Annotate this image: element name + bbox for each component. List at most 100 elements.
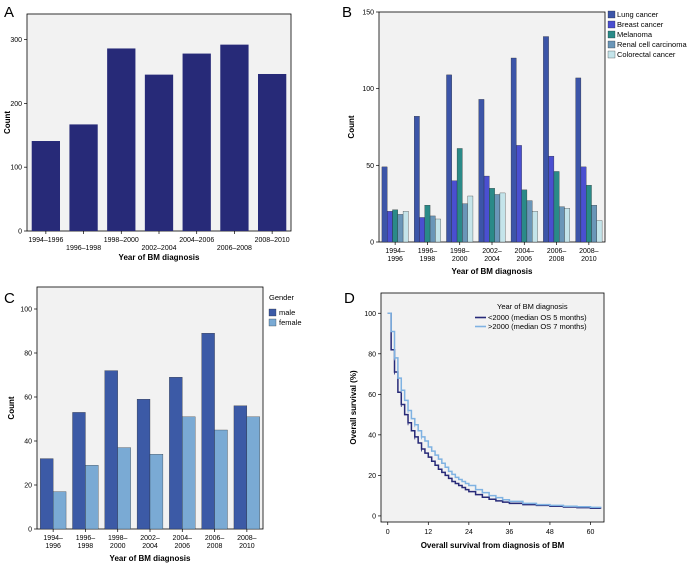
y-tick-label: 0 [18, 229, 22, 236]
y-axis-label: Count [347, 115, 356, 138]
panel-label-a: A [4, 4, 14, 21]
bar-lung-cancer [510, 57, 517, 243]
bar-melanoma [553, 171, 560, 243]
x-tick-label: 1998–2000 [104, 237, 139, 244]
x-axis-label: Year of BM diagnosis [119, 253, 200, 262]
bar-male [40, 458, 54, 530]
x-tick-label: 48 [546, 529, 554, 536]
bar-renal-cell-carcinoma [462, 203, 468, 243]
y-tick-label: 200 [10, 101, 22, 108]
bar-melanoma [586, 185, 592, 243]
km-curve-after-2000 [387, 312, 602, 509]
bar-colorectal-cancer [467, 195, 474, 243]
y-tick-label: 0 [28, 527, 32, 534]
x-tick-label: 2006–2008 [547, 248, 567, 263]
x-tick-label: 2008–2010 [579, 248, 599, 263]
x-axis-label: Year of BM diagnosis [110, 554, 191, 563]
y-axis-label: Overall survival (%) [349, 370, 358, 445]
legend-swatch [607, 20, 616, 29]
bar-colorectal-cancer [564, 208, 570, 243]
bar-female [52, 491, 67, 530]
bar-melanoma [489, 188, 495, 243]
y-tick-label: 80 [24, 351, 32, 358]
y-tick-label: 20 [24, 483, 32, 490]
bar-renal-cell-carcinoma [526, 200, 533, 243]
x-tick-label: 1996–1998 [418, 248, 438, 263]
bar-breast-cancer [548, 155, 555, 243]
bar-male [201, 333, 215, 530]
x-tick-label: 2002–2004 [482, 248, 502, 263]
x-tick-label: 1994–1996 [43, 535, 63, 550]
y-tick-label: 60 [24, 395, 32, 402]
bar-female [85, 465, 99, 530]
y-tick-label: 300 [10, 37, 22, 44]
y-tick-label: 0 [370, 240, 374, 247]
x-tick-label: 2004–2006 [173, 535, 193, 550]
y-axis-label: Count [7, 396, 16, 419]
y-tick-label: 100 [362, 86, 374, 93]
y-tick-label: 100 [364, 311, 376, 318]
bar-melanoma [392, 209, 398, 243]
bar-colorectal-cancer [499, 192, 506, 243]
x-tick-label: 2008–2010 [255, 237, 290, 244]
x-axis-label: Year of BM diagnosis [452, 267, 533, 276]
bar [144, 74, 174, 231]
bar [182, 53, 211, 231]
legend-swatch [607, 10, 616, 19]
x-tick-label: 12 [424, 529, 432, 536]
y-tick-label: 60 [368, 392, 376, 399]
panel-label-c: C [4, 290, 15, 307]
legend-entry: Breast cancer [617, 20, 664, 29]
y-tick-label: 20 [368, 473, 376, 480]
legend-swatch [268, 318, 277, 327]
x-tick-label: 1996–1998 [76, 535, 96, 550]
y-tick-label: 50 [366, 163, 374, 170]
legend-title: Year of BM diagnosis [497, 302, 568, 311]
legend-entry: <2000 (median OS 5 months) [488, 313, 587, 322]
panel-label-b: B [342, 4, 352, 21]
bar-lung-cancer [414, 116, 420, 243]
bar-melanoma [424, 205, 431, 243]
km-curve-before-2000 [387, 312, 602, 509]
bar-male [104, 370, 118, 530]
legend-entry: female [279, 318, 302, 327]
bar [258, 73, 287, 232]
bar-male [72, 412, 86, 530]
y-tick-label: 40 [24, 439, 32, 446]
x-tick-label: 2002–2004 [140, 535, 160, 550]
bar-female [149, 454, 164, 530]
plot-area [380, 292, 605, 523]
x-tick-label: 2008–2010 [237, 535, 257, 550]
bar-male [233, 405, 248, 530]
bar-lung-cancer [575, 77, 582, 243]
legend-entry: Melanoma [617, 30, 653, 39]
bar-female [182, 416, 196, 530]
bar-female [246, 416, 260, 530]
legend-entry: Colorectal cancer [617, 50, 676, 59]
x-tick-label: 2004–2006 [515, 248, 535, 263]
bar-breast-cancer [451, 180, 458, 243]
y-tick-label: 0 [372, 513, 376, 520]
bar-lung-cancer [381, 166, 388, 243]
bar-renal-cell-carcinoma [591, 205, 597, 243]
bar [107, 48, 136, 231]
bar-lung-cancer [446, 74, 452, 243]
y-axis-label: Count [3, 111, 12, 134]
bar-breast-cancer [516, 145, 522, 243]
bar-colorectal-cancer [532, 211, 538, 243]
bar-breast-cancer [387, 211, 393, 243]
bar-melanoma [456, 148, 463, 243]
bar-male [136, 399, 151, 530]
legend-title: Gender [269, 293, 295, 302]
y-tick-label: 40 [368, 432, 376, 439]
legend-entry: >2000 (median OS 7 months) [488, 322, 587, 331]
bar-female [117, 447, 131, 530]
y-tick-label: 100 [20, 307, 32, 314]
bar-colorectal-cancer [402, 211, 409, 243]
bar [69, 124, 98, 231]
bar-breast-cancer [483, 175, 490, 243]
x-tick-label: 2006–2008 [217, 245, 252, 252]
bar-melanoma [521, 189, 528, 243]
bar-breast-cancer [580, 166, 587, 243]
